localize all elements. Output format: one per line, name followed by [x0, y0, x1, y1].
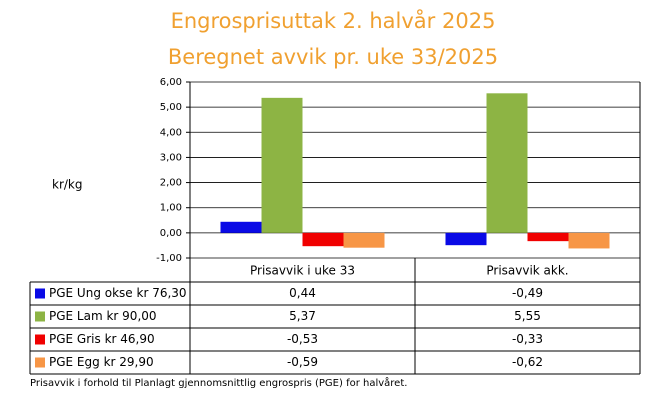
legend-swatch	[35, 334, 45, 345]
bar	[486, 93, 528, 233]
bar	[445, 232, 487, 246]
bar	[302, 232, 344, 247]
y-tick-label: 5,00	[160, 102, 182, 113]
legend-label: PGE Egg kr 29,90	[49, 355, 154, 369]
y-tick-label: 0,00	[160, 228, 182, 239]
data-label: 5,55	[514, 309, 541, 323]
chart-subtitle: Beregnet avvik pr. uke 33/2025	[168, 45, 498, 69]
y-tick-label: -1,00	[156, 253, 182, 264]
y-tick-label: 1,00	[160, 203, 182, 214]
x-tick-label: Prisavvik i uke 33	[250, 264, 355, 278]
footnote: Prisavvik i forhold til Planlagt gjennom…	[30, 376, 407, 389]
data-label: -0,59	[287, 355, 318, 369]
legend-label: PGE Gris kr 46,90	[49, 332, 155, 346]
y-axis-label: kr/kg	[52, 178, 83, 192]
data-label: -0,33	[512, 332, 543, 346]
bar	[220, 221, 262, 233]
x-tick-label: Prisavvik akk.	[486, 264, 568, 278]
data-label: -0,49	[512, 286, 543, 300]
legend-label: PGE Lam kr 90,00	[49, 309, 157, 323]
y-tick-label: 6,00	[160, 77, 182, 88]
y-tick-label: 4,00	[160, 127, 182, 138]
legend-label: PGE Ung okse kr 76,30	[49, 286, 187, 300]
data-label: -0,62	[512, 355, 543, 369]
data-label: 0,44	[289, 286, 316, 300]
bar	[527, 232, 569, 242]
bar	[261, 97, 303, 233]
legend-swatch	[35, 357, 45, 368]
data-label: -0,53	[287, 332, 318, 346]
chart-title: Engrosprisuttak 2. halvår 2025	[171, 8, 496, 33]
data-label: 5,37	[289, 309, 316, 323]
bar	[343, 232, 385, 248]
bar	[568, 232, 610, 249]
legend-swatch	[35, 311, 45, 322]
legend-swatch	[35, 288, 45, 299]
y-tick-label: 2,00	[160, 178, 182, 189]
y-tick-label: 3,00	[160, 152, 182, 163]
